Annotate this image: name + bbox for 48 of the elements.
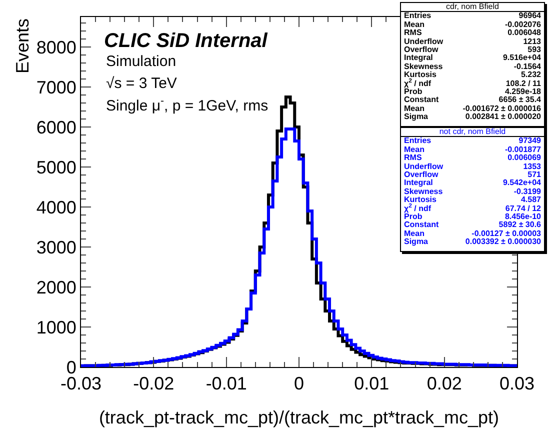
- x-tick-label: 0: [294, 374, 304, 394]
- y-tick-label: 3000: [36, 237, 76, 258]
- y-tick-label: 1000: [36, 317, 76, 338]
- text: Skewness -0.3199: [404, 186, 541, 196]
- text: Mean -0.00127 ± 0.00003: [404, 228, 541, 238]
- x-axis-title: (track_pt-track_mc_pt)/(track_mc_pt*track_mc_pt): [98, 408, 500, 428]
- text: Kurtosis 5.232: [404, 70, 541, 80]
- text: cdr, nom Bfield: [401, 2, 544, 12]
- y-tick-label: 7000: [36, 77, 76, 98]
- y-tick-label: 2000: [36, 277, 76, 298]
- annotation: √s = 3 TeV: [106, 75, 177, 92]
- y-axis-title: Events: [12, 18, 32, 74]
- text: Mean -0.001877: [404, 144, 541, 154]
- text: RMS 0.006048: [404, 28, 541, 38]
- text: χ$^{2}$ / ndf 67.74 / 12: [404, 203, 541, 213]
- text: Mean -0.001672 ± 0.000016: [404, 104, 541, 113]
- text: not cdr, nom Bfield: [401, 127, 544, 138]
- text: Entries 97349: [404, 136, 541, 146]
- text: Entries 96964: [404, 11, 541, 20]
- text: RMS 0.006069: [404, 153, 541, 162]
- text: Sigma 0.002841 ± 0.000020: [404, 112, 541, 122]
- text: Integral 9.516e+04: [404, 53, 541, 62]
- annotation: Single μ$^{-}$, p = 1GeV, rms: [106, 95, 268, 114]
- x-tick-label: 0.03: [499, 374, 535, 394]
- text: Constant 5892 ± 30.6: [404, 220, 541, 230]
- text: Constant 6656 ± 35.4: [404, 95, 541, 104]
- y-tick-label: 5000: [36, 157, 76, 178]
- text: Overflow 593: [404, 45, 541, 54]
- text: Sigma 0.003392 ± 0.000030: [404, 237, 541, 246]
- text: χ$^{2}$ / ndf 108.2 / 11: [404, 78, 541, 88]
- text: Integral 9.542e+04: [404, 178, 541, 188]
- text: Overflow 571: [404, 170, 541, 180]
- text: Underflow 1353: [404, 162, 541, 171]
- text: Prob 4.259e-18: [404, 87, 541, 96]
- y-tick-label: 8000: [36, 37, 76, 58]
- text: Skewness -0.1564: [404, 62, 541, 71]
- x-tick-label: 0.01: [354, 374, 390, 394]
- x-tick-label: 0.02: [426, 374, 462, 394]
- text: CLIC SiD Internal: [104, 30, 268, 52]
- y-tick-label: 4000: [36, 197, 76, 218]
- text: Kurtosis 4.587: [404, 195, 541, 204]
- x-tick-label: -0.02: [133, 374, 174, 394]
- y-tick-label: 6000: [36, 117, 76, 138]
- text: Simulation: [106, 53, 176, 70]
- x-tick-label: -0.01: [206, 374, 247, 394]
- text: Underflow 1213: [404, 36, 541, 46]
- text: Mean -0.002076: [404, 20, 541, 29]
- text: Prob 8.456e-10: [404, 212, 541, 222]
